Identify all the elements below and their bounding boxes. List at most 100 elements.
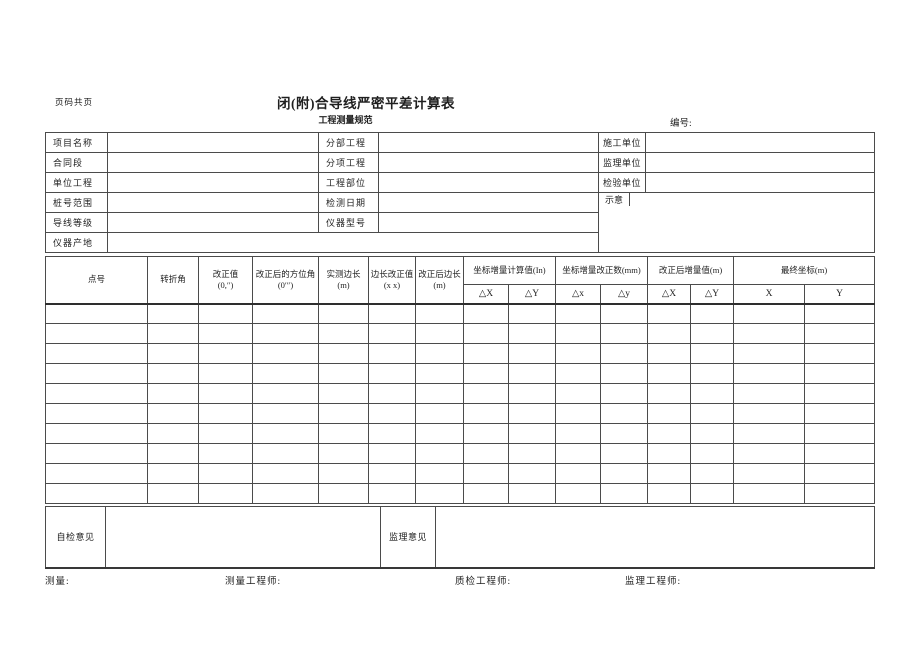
empty-cell [463, 343, 509, 364]
empty-cell [804, 323, 876, 344]
page-note: 页码共页 [55, 97, 94, 107]
header-row-groups: 点号 转折角 改正值 (0,″) 改正后的方位角 (0′″) 实测边长 (m) 边长改… [45, 256, 876, 304]
table-row [45, 403, 876, 424]
empty-cell [463, 303, 509, 324]
empty-cell [647, 443, 692, 464]
empty-cell [555, 403, 601, 424]
col-header-corrected-side-length: 改正后边长(m) [415, 256, 464, 304]
empty-cell [368, 443, 416, 464]
empty-cell [368, 363, 416, 384]
empty-cell [368, 323, 416, 344]
group-header-increment-correction: 坐标增量改正数(mm) [554, 256, 649, 285]
table-row [45, 303, 876, 324]
empty-cell [415, 303, 464, 324]
instrument-origin-value [107, 232, 599, 253]
table-row [45, 423, 876, 444]
empty-cell [555, 323, 601, 344]
info-row: 合同段 分项工程 监理单位 [45, 152, 875, 173]
empty-cell [690, 463, 735, 484]
table-row [45, 323, 876, 344]
empty-cell [415, 463, 464, 484]
empty-cell [599, 403, 649, 424]
col-header-measured-side-length: 实测边长 (m) [318, 256, 369, 304]
empty-cell [415, 323, 464, 344]
project-name-label: 项目名称 [45, 132, 108, 153]
empty-cell [147, 343, 199, 364]
empty-cell [45, 483, 148, 504]
empty-cell [804, 443, 876, 464]
work-part-label: 工程部位 [318, 172, 379, 193]
table-row [45, 343, 876, 364]
subcol-delta-Y-calc: △Y [508, 284, 556, 304]
empty-cell [690, 443, 735, 464]
opinions-row: 自检意见 监理意见 [45, 506, 875, 568]
empty-cell [690, 303, 735, 324]
empty-cell [647, 363, 692, 384]
table-row [45, 463, 876, 484]
contract-section-label: 合同段 [45, 152, 108, 173]
empty-cell [252, 343, 319, 364]
empty-cell [804, 463, 876, 484]
empty-cell [555, 463, 601, 484]
empty-cell [368, 483, 416, 504]
empty-cell [599, 363, 649, 384]
empty-cell [463, 463, 509, 484]
empty-cell [555, 303, 601, 324]
empty-cell [508, 423, 556, 444]
empty-cell [198, 443, 253, 464]
col-header-side-length-correction: 边长改正值(x x) [368, 256, 416, 304]
empty-cell [733, 383, 806, 404]
empty-cell [147, 423, 199, 444]
item-work-label: 分项工程 [318, 152, 379, 173]
header-row-subcolumns: △X △Y △x △y △X △Y X Y [46, 284, 876, 304]
empty-cell [508, 383, 556, 404]
empty-cell [690, 403, 735, 424]
info-row: 导线等级 仪器型号 [45, 212, 875, 233]
empty-cell [147, 323, 199, 344]
number-label: 编号: [670, 119, 692, 129]
empty-cell [804, 403, 876, 424]
empty-cell [198, 383, 253, 404]
empty-cell [599, 463, 649, 484]
footer-table: 自检意见 监理意见 [45, 506, 875, 569]
empty-cell [463, 363, 509, 384]
stake-range-value [107, 192, 319, 213]
supervision-unit-label: 监理单位 [598, 152, 646, 173]
empty-cell [198, 363, 253, 384]
page-subtitle: 工程测量规范 [318, 115, 373, 125]
empty-cell [415, 483, 464, 504]
empty-cell [690, 323, 735, 344]
supervision-opinion-label: 监理意见 [380, 506, 436, 568]
empty-cell [599, 343, 649, 364]
empty-cell [45, 343, 148, 364]
empty-cell [147, 383, 199, 404]
info-table: 项目名称 分部工程 施工单位 合同段 分项工程 监理单位 单位工程 工程部位 检… [45, 132, 875, 253]
empty-cell [415, 403, 464, 424]
info-row: 项目名称 分部工程 施工单位 [45, 132, 875, 153]
empty-cell [463, 383, 509, 404]
empty-cell [318, 343, 369, 364]
empty-cell [647, 303, 692, 324]
sketch-blank [630, 194, 874, 207]
empty-cell [733, 363, 806, 384]
empty-cell [252, 303, 319, 324]
unit-work-label: 单位工程 [45, 172, 108, 193]
traverse-grade-value [107, 212, 319, 233]
main-table: 点号 转折角 改正值 (0,″) 改正后的方位角 (0′″) 实测边长 (m) 边长改… [45, 256, 876, 504]
sketch-label: 示意 [600, 193, 630, 206]
group-header-final-coordinates: 最终坐标(m) [733, 256, 876, 285]
empty-cell [733, 403, 806, 424]
empty-cell [198, 423, 253, 444]
col-header-turning-angle: 转折角 [147, 256, 199, 304]
empty-cell [733, 463, 806, 484]
empty-cell [733, 483, 806, 504]
empty-cell [318, 463, 369, 484]
subcol-delta-y-corr: △y [599, 284, 649, 304]
empty-cell [45, 403, 148, 424]
subcol-delta-Y-adj: △Y [690, 284, 735, 304]
instrument-model-value [378, 212, 599, 233]
self-check-opinion-label: 自检意见 [45, 506, 106, 568]
empty-cell [647, 383, 692, 404]
empty-cell [463, 423, 509, 444]
unit-work-value [107, 172, 319, 193]
